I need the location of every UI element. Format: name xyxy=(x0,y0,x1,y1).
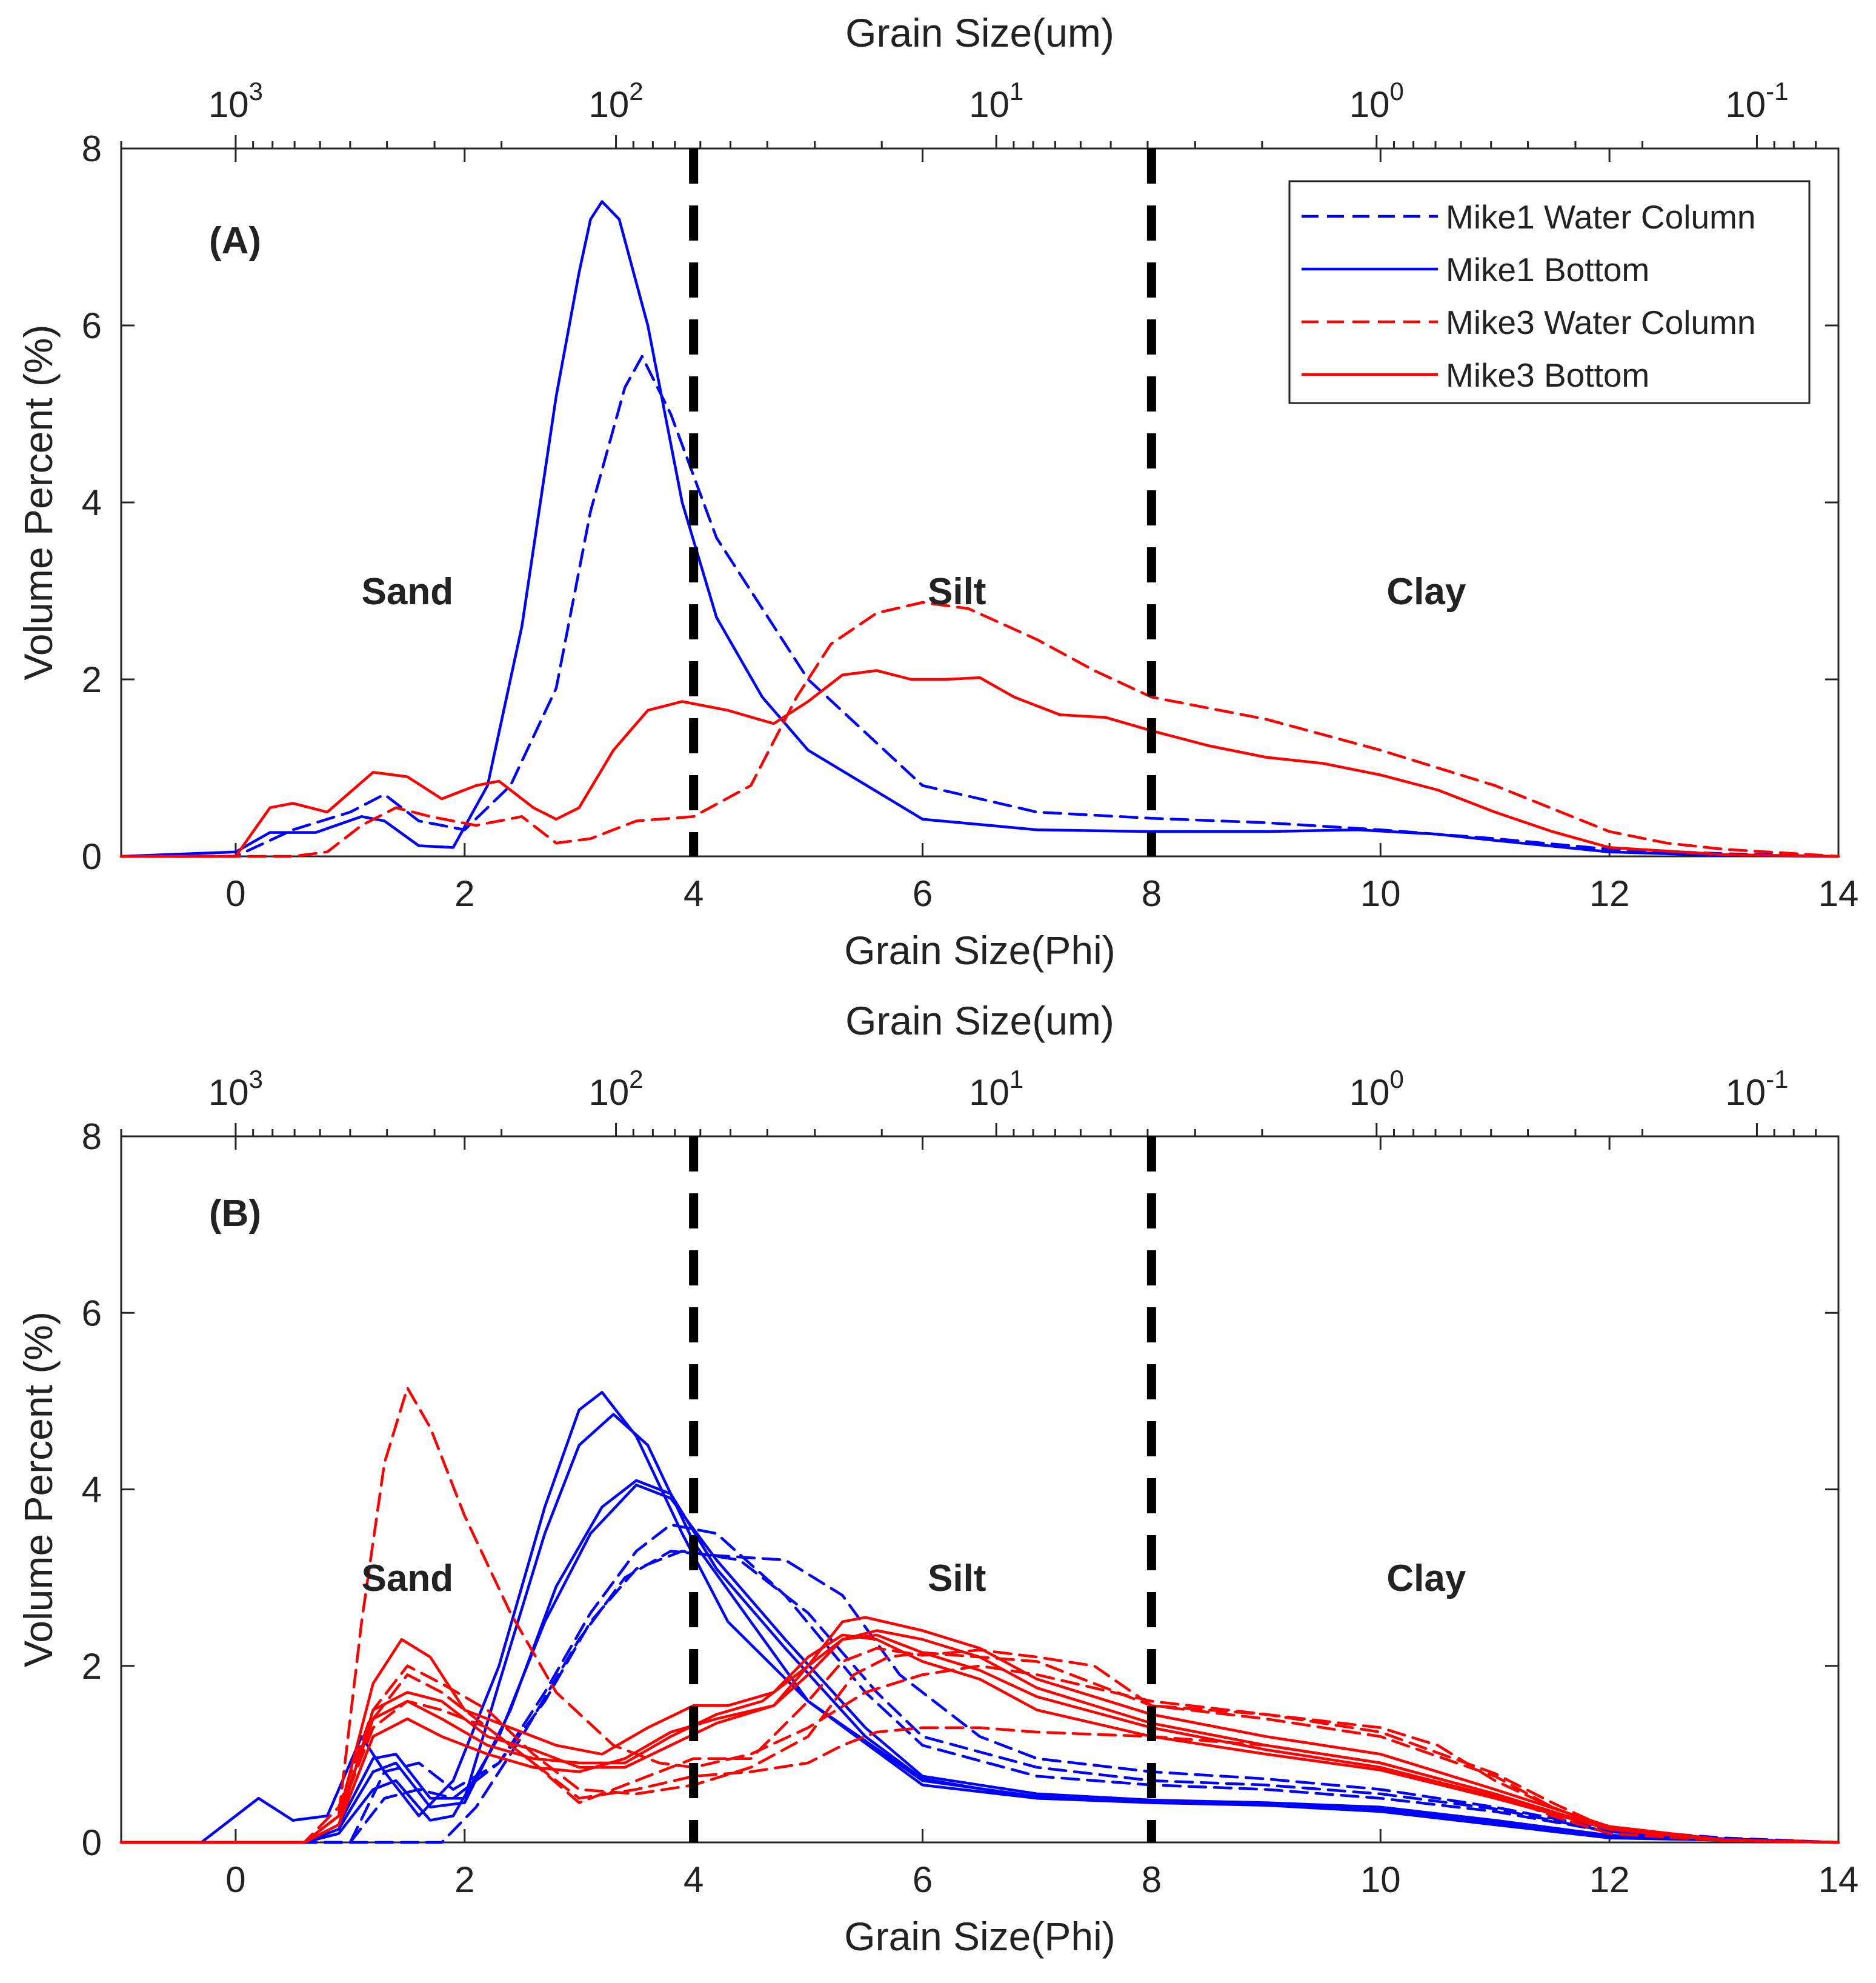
y-tick-label: 4 xyxy=(82,482,102,523)
series-line xyxy=(119,1550,1840,1844)
y-tick-label: 8 xyxy=(82,1116,102,1157)
legend-box xyxy=(1288,180,1811,404)
top-axis-tick-exponent: -1 xyxy=(1766,77,1788,105)
series-line xyxy=(119,1523,1840,1844)
series-line xyxy=(119,1386,1840,1844)
y-tick-label: 6 xyxy=(82,305,102,346)
y-tick-label: 2 xyxy=(82,659,102,700)
x-tick-label: 2 xyxy=(454,1859,474,1900)
top-axis-tick-label: 101 xyxy=(969,1065,1023,1113)
x-axis-title: Grain Size(Phi) xyxy=(844,1914,1115,1959)
series-line xyxy=(119,1633,1840,1844)
region-label: Sand xyxy=(362,571,454,613)
top-axis-tick-exponent: 2 xyxy=(629,1065,643,1093)
top-axis-tick-exponent: 0 xyxy=(1389,77,1403,105)
region-label: Silt xyxy=(928,1558,986,1599)
top-axis-tick-label: 103 xyxy=(208,77,263,125)
x-tick-label: 14 xyxy=(1818,1859,1859,1900)
region-label: Silt xyxy=(928,571,986,613)
series-line xyxy=(119,1647,1840,1844)
top-axis-title: Grain Size(um) xyxy=(845,998,1114,1043)
x-tick-label: 4 xyxy=(684,873,704,914)
legend-label: Mike3 Bottom xyxy=(1446,356,1649,394)
panel-label: (B) xyxy=(209,1193,261,1235)
x-tick-label: 0 xyxy=(225,873,245,914)
legend-label: Mike1 Water Column xyxy=(1446,198,1755,236)
y-tick-label: 2 xyxy=(82,1646,102,1687)
x-tick-label: 8 xyxy=(1142,1859,1162,1900)
x-tick-label: 10 xyxy=(1360,1859,1401,1900)
series-line xyxy=(119,669,1840,858)
series-line xyxy=(119,200,1840,858)
x-tick-label: 6 xyxy=(913,873,933,914)
series-line xyxy=(119,1616,1840,1844)
top-axis-tick-exponent: 1 xyxy=(1010,1065,1023,1093)
x-tick-label: 12 xyxy=(1589,873,1630,914)
x-tick-label: 10 xyxy=(1360,873,1401,914)
region-label: Clay xyxy=(1386,1558,1466,1599)
y-tick-label: 4 xyxy=(82,1470,102,1510)
top-axis-tick-exponent: -1 xyxy=(1766,1065,1788,1093)
series-line xyxy=(119,601,1840,858)
x-tick-label: 6 xyxy=(913,1859,933,1900)
top-axis-tick-exponent: 1 xyxy=(1010,77,1023,105)
y-axis-title: Volume Percent (%) xyxy=(16,325,61,681)
top-axis-tick-exponent: 2 xyxy=(629,77,643,105)
top-axis-tick-exponent: 3 xyxy=(249,77,263,105)
y-tick-label: 6 xyxy=(82,1293,102,1333)
y-tick-label: 8 xyxy=(82,128,102,169)
x-tick-label: 8 xyxy=(1142,873,1162,914)
region-label: Sand xyxy=(362,1558,454,1599)
y-tick-label: 0 xyxy=(82,1822,102,1863)
x-axis-title: Grain Size(Phi) xyxy=(844,928,1115,973)
series-line xyxy=(119,1479,1840,1844)
top-axis-tick-exponent: 0 xyxy=(1389,1065,1403,1093)
panel-label: (A) xyxy=(209,220,261,262)
x-tick-label: 0 xyxy=(225,1859,245,1900)
region-label: Clay xyxy=(1386,571,1466,613)
series-line xyxy=(119,1629,1840,1844)
x-tick-label: 12 xyxy=(1589,1859,1630,1900)
x-tick-label: 2 xyxy=(454,873,474,914)
top-axis-title: Grain Size(um) xyxy=(845,10,1114,55)
x-tick-label: 4 xyxy=(684,1859,704,1900)
x-tick-label: 14 xyxy=(1818,873,1859,914)
legend-label: Mike1 Bottom xyxy=(1446,251,1649,288)
series-line xyxy=(119,1651,1840,1844)
y-axis-title: Volume Percent (%) xyxy=(16,1311,61,1667)
top-axis-tick-exponent: 3 xyxy=(249,1065,263,1093)
legend-label: Mike3 Water Column xyxy=(1446,304,1755,341)
y-tick-label: 0 xyxy=(82,836,102,877)
legend: Mike1 Water Column Mike1 Bottom Mike3 Wate… xyxy=(1288,180,1811,404)
